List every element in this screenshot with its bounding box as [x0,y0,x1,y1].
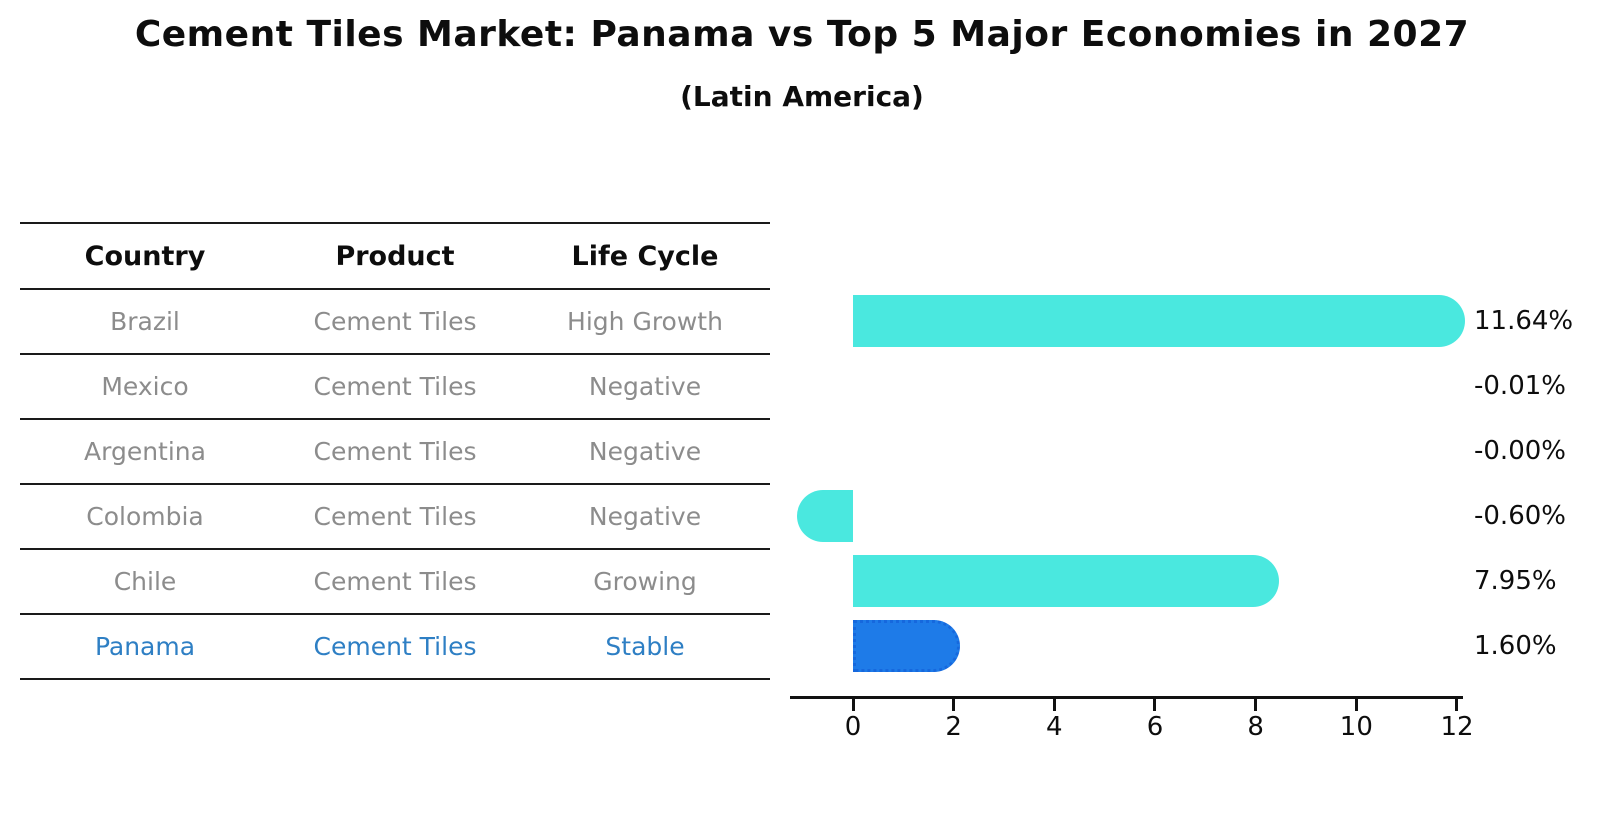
cell-life-cycle: Negative [588,437,702,466]
cell-product: Cement Tiles [313,567,477,596]
bar-chile [853,555,1280,607]
x-axis-tick-4 [1052,699,1056,711]
chart-subtitle: (Latin America) [680,80,924,113]
x-axis-tick-12 [1455,699,1459,711]
x-axis-tick-6 [1153,699,1157,711]
cell-life-cycle: Stable [605,632,685,661]
cell-product: Cement Tiles [313,437,477,466]
cell-country: Argentina [84,437,206,466]
cell-product: Cement Tiles [313,307,477,336]
cell-product: Cement Tiles [313,632,477,661]
cell-country: Mexico [101,372,189,401]
bar-colombia [796,490,853,542]
table-body: Brazil Cement Tiles High Growth Mexico Cemen… [20,290,770,680]
cell-life-cycle: Negative [588,502,702,531]
cell-life-cycle: Negative [588,372,702,401]
table-row-brazil: Brazil Cement Tiles High Growth [20,290,770,355]
x-axis-line [790,696,1463,699]
cell-country: Brazil [110,307,180,336]
x-axis-tick-10 [1354,699,1358,711]
table-header-row: Country Product Life Cycle [20,224,770,290]
table-row-mexico: Mexico Cement Tiles Negative [20,355,770,420]
table-row-chile: Chile Cement Tiles Growing [20,550,770,615]
x-axis-tick-label-4: 4 [1046,712,1063,742]
value-label-colombia: -0.60% [1474,501,1566,531]
cell-country: Panama [94,632,196,661]
value-label-mexico: -0.01% [1474,371,1566,401]
x-axis-tick-label-8: 8 [1247,712,1264,742]
bar-panama [853,620,960,672]
x-axis-tick-8 [1254,699,1258,711]
table-header-life-cycle: Life Cycle [571,240,719,272]
x-axis-tick-label-10: 10 [1339,712,1373,742]
x-axis-tick-2 [952,699,956,711]
cell-life-cycle: High Growth [567,307,723,336]
x-axis-tick-label-0: 0 [844,712,862,742]
table-row-argentina: Argentina Cement Tiles Negative [20,420,770,485]
x-axis-tick-0 [851,699,855,711]
cell-product: Cement Tiles [313,502,477,531]
value-label-argentina: -0.00% [1474,436,1566,466]
cell-country: Chile [113,567,177,596]
value-label-chile: 7.95% [1474,566,1557,596]
bar-brazil [853,295,1465,347]
chart-title: Cement Tiles Market: Panama vs Top 5 Maj… [134,14,1470,55]
value-label-brazil: 11.64% [1474,306,1574,336]
cell-country: Colombia [86,502,204,531]
cell-life-cycle: Growing [593,567,697,596]
cell-product: Cement Tiles [313,372,477,401]
table-header-product: Product [335,240,455,272]
country-info-table: Country Product Life Cycle Brazil Cement Ti… [20,222,770,680]
table-header-country: Country [84,240,206,272]
value-label-panama: 1.60% [1474,631,1557,661]
table-row-panama: Panama Cement Tiles Stable [20,615,770,680]
x-axis-tick-label-12: 12 [1440,712,1474,742]
table-row-colombia: Colombia Cement Tiles Negative [20,485,770,550]
x-axis-tick-label-6: 6 [1146,712,1164,742]
x-axis-tick-label-2: 2 [945,712,962,742]
